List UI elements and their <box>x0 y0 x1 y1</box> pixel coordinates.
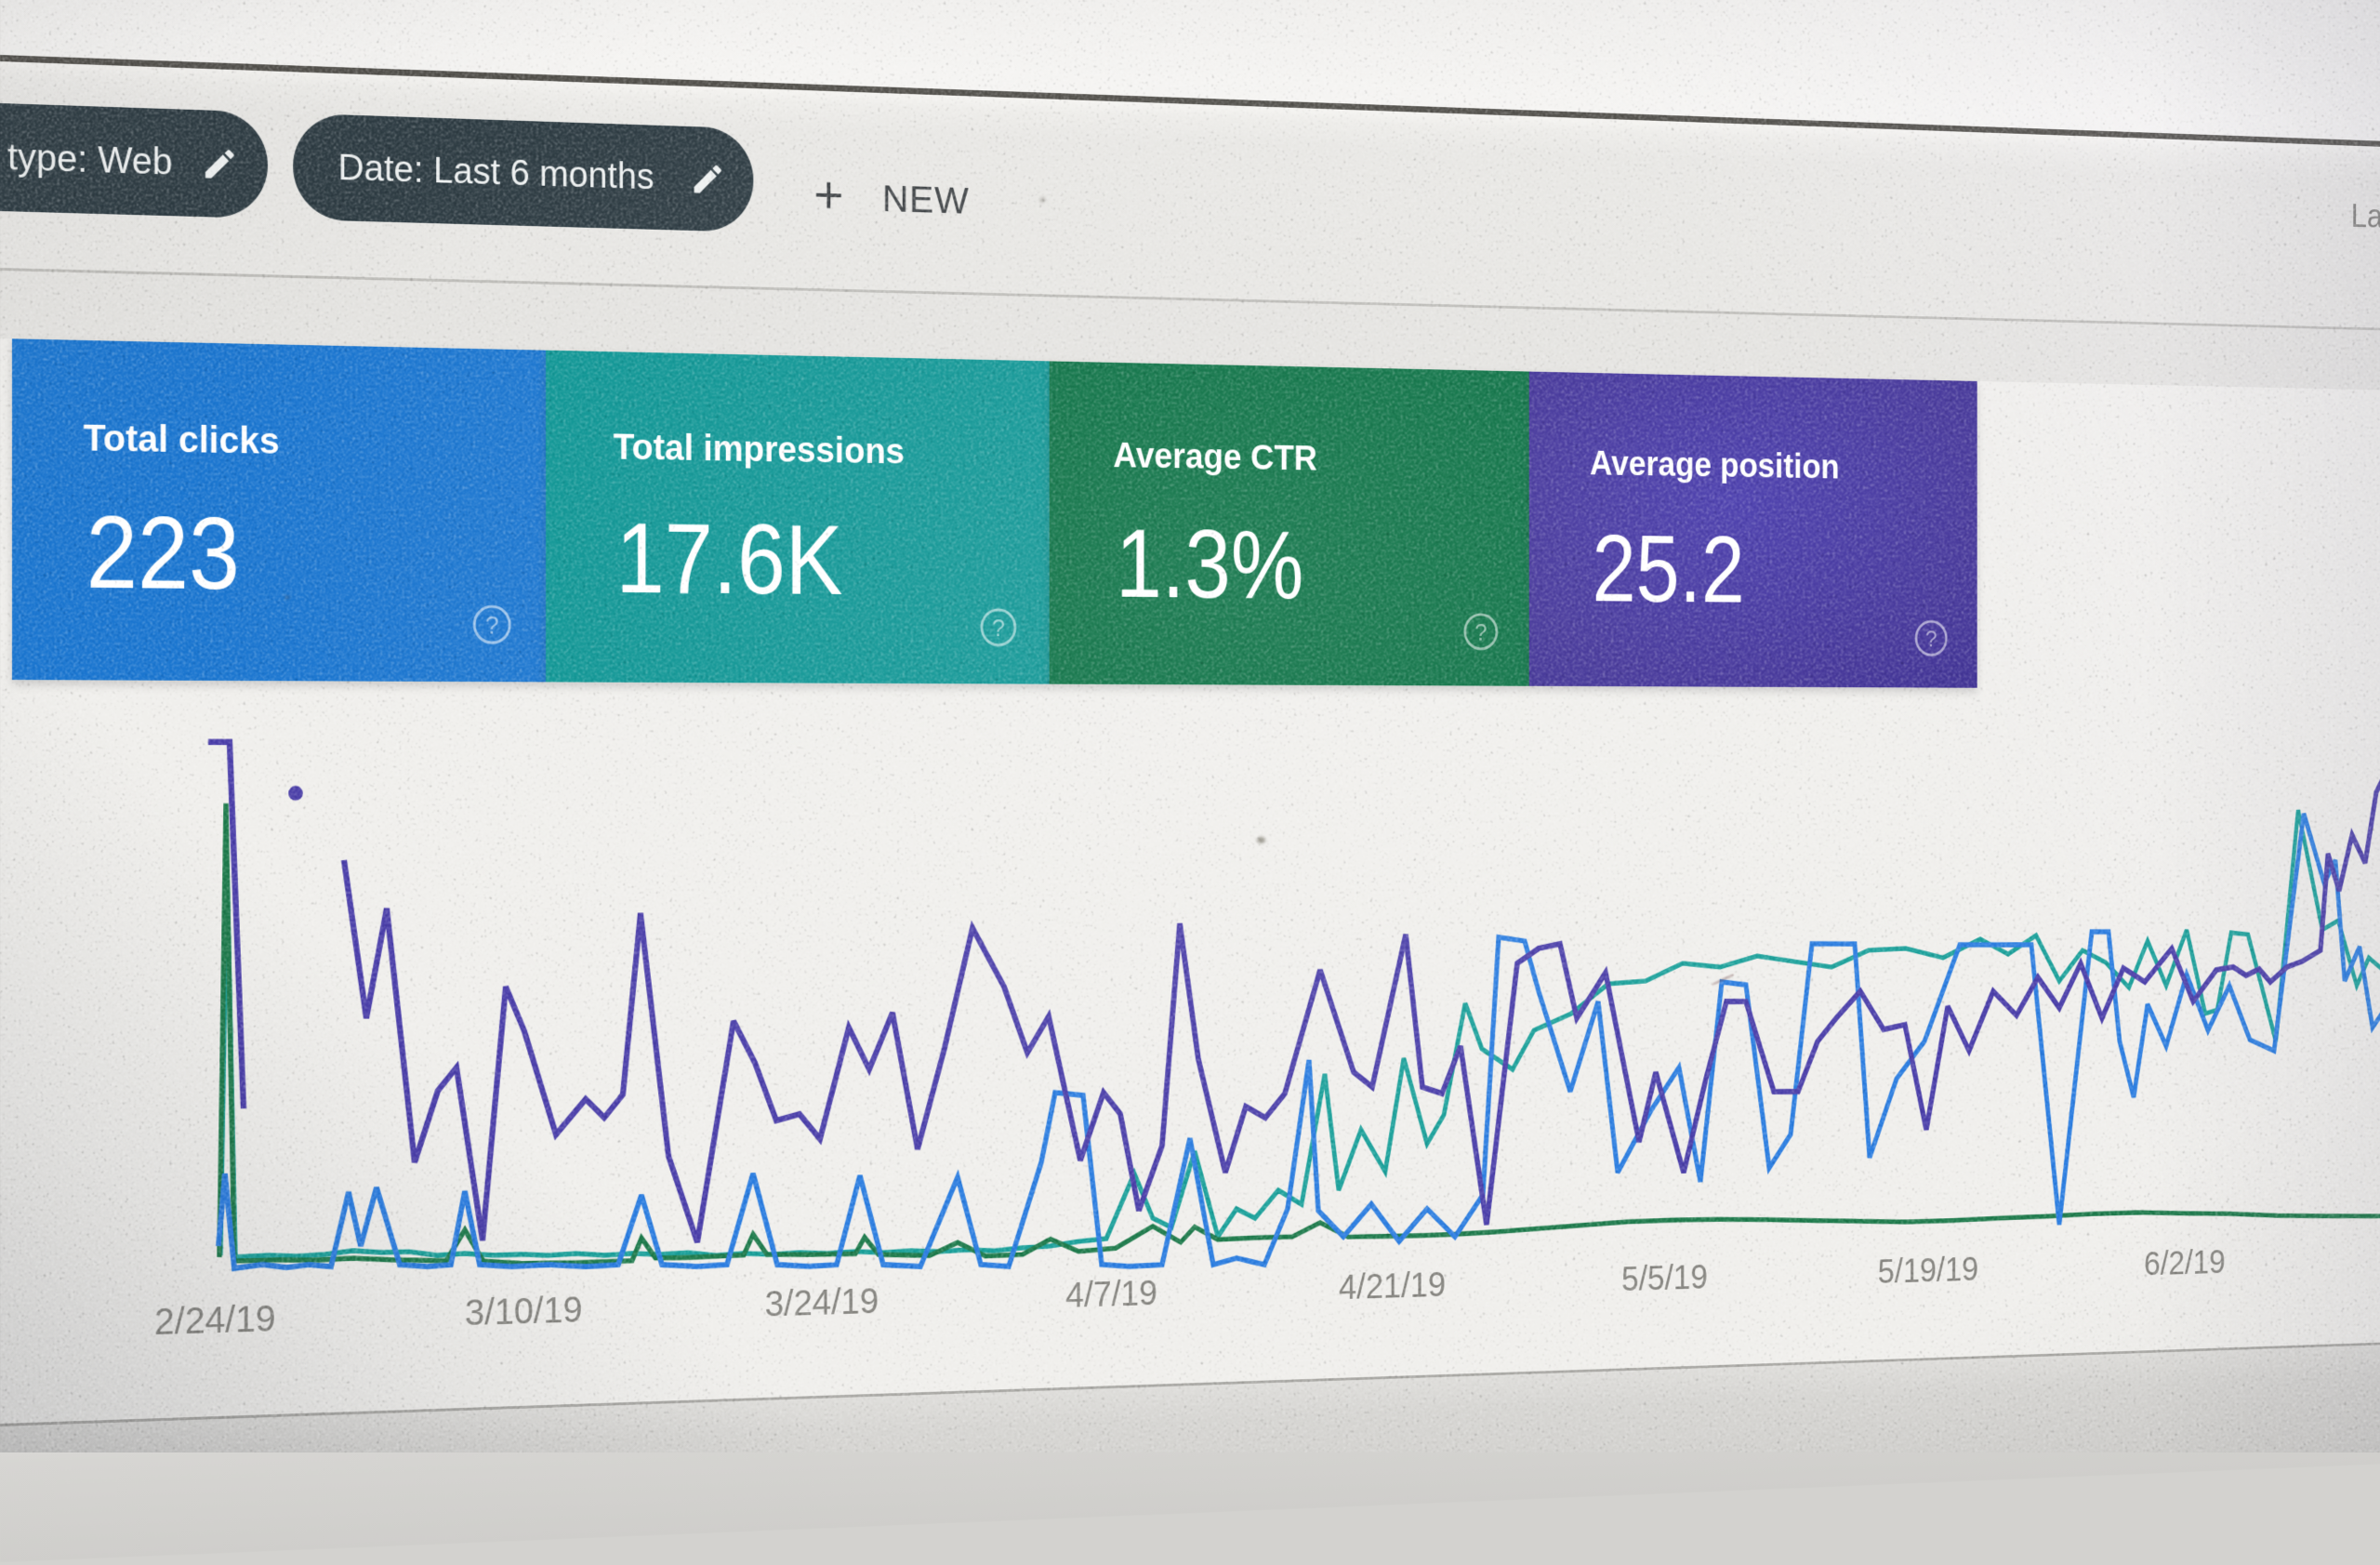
svg-text:?: ? <box>1474 618 1487 645</box>
svg-text:?: ? <box>1925 626 1937 652</box>
svg-text:?: ? <box>485 611 499 639</box>
svg-text:?: ? <box>992 614 1005 641</box>
